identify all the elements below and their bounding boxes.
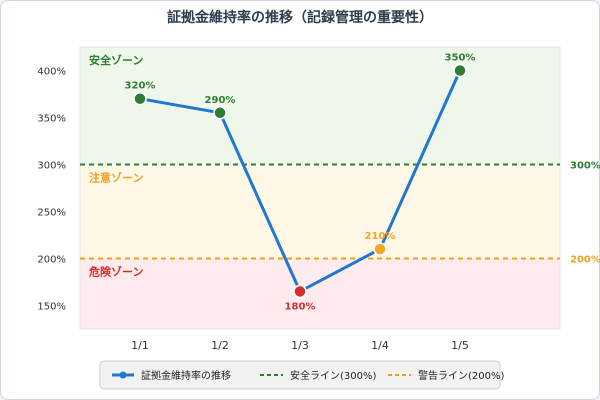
plot-frame <box>79 46 561 330</box>
y-tick-label-0: 150% <box>37 302 66 313</box>
x-tick-label-3: 1/4 <box>371 339 389 352</box>
series-layer: 320% 290% 180% 210% 350% <box>125 53 476 313</box>
legend-safe-label: 安全ライン(300%) <box>290 369 376 382</box>
data-label-3: 210% <box>365 231 396 242</box>
legend-series-label: 証拠金維持率の推移 <box>141 369 231 382</box>
data-point-3 <box>373 242 387 256</box>
x-tick-layer: 1/1 1/2 1/3 1/4 1/5 <box>131 339 469 352</box>
y-tick-label-3: 300% <box>37 161 66 172</box>
zone-band-0 <box>80 47 560 165</box>
zone-label-2: 危険ゾーン <box>88 265 143 279</box>
data-point-2 <box>293 284 307 299</box>
data-point-1 <box>213 106 227 120</box>
data-point-0 <box>133 91 147 106</box>
reference-line-layer: 300% 200% <box>80 161 600 266</box>
legend: 証拠金維持率の推移 安全ライン(300%) 警告ライン(200%) <box>99 360 504 390</box>
x-tick-label-2: 1/3 <box>291 339 309 352</box>
legend-warning-label: 警告ライン(200%) <box>418 369 504 382</box>
data-label-0: 320% <box>125 81 156 92</box>
chart-title: 証拠金維持率の推移（記録管理の重要性） <box>167 9 433 26</box>
data-label-4: 350% <box>445 53 476 64</box>
reference-line-label-0: 300% <box>570 161 600 172</box>
zone-label-0: 安全ゾーン <box>89 53 143 67</box>
zone-band-1 <box>80 164 560 259</box>
y-tick-label-2: 250% <box>37 208 66 219</box>
zone-label-1: 注意ゾーン <box>89 171 143 185</box>
zone-band-2 <box>80 258 560 329</box>
legend-item-warning-line[interactable]: 警告ライン(200%) <box>388 369 504 382</box>
reference-line-label-1: 200% <box>570 255 600 266</box>
y-tick-label-4: 350% <box>37 114 66 125</box>
data-label-1: 290% <box>205 95 236 106</box>
data-point-4 <box>453 63 467 78</box>
y-tick-label-5: 400% <box>37 67 66 78</box>
legend-item-safe-line[interactable]: 安全ライン(300%) <box>260 369 376 382</box>
x-tick-label-0: 1/1 <box>131 339 149 352</box>
x-tick-label-1: 1/2 <box>211 339 229 352</box>
legend-series-marker <box>119 371 127 379</box>
legend-box <box>99 360 501 390</box>
legend-item-series[interactable]: 証拠金維持率の推移 <box>112 369 231 382</box>
x-tick-label-4: 1/5 <box>451 339 469 352</box>
y-tick-label-1: 200% <box>37 255 66 266</box>
y-tick-layer: 150% 200% 250% 300% 350% 400% <box>37 67 66 313</box>
data-label-2: 180% <box>285 301 316 312</box>
